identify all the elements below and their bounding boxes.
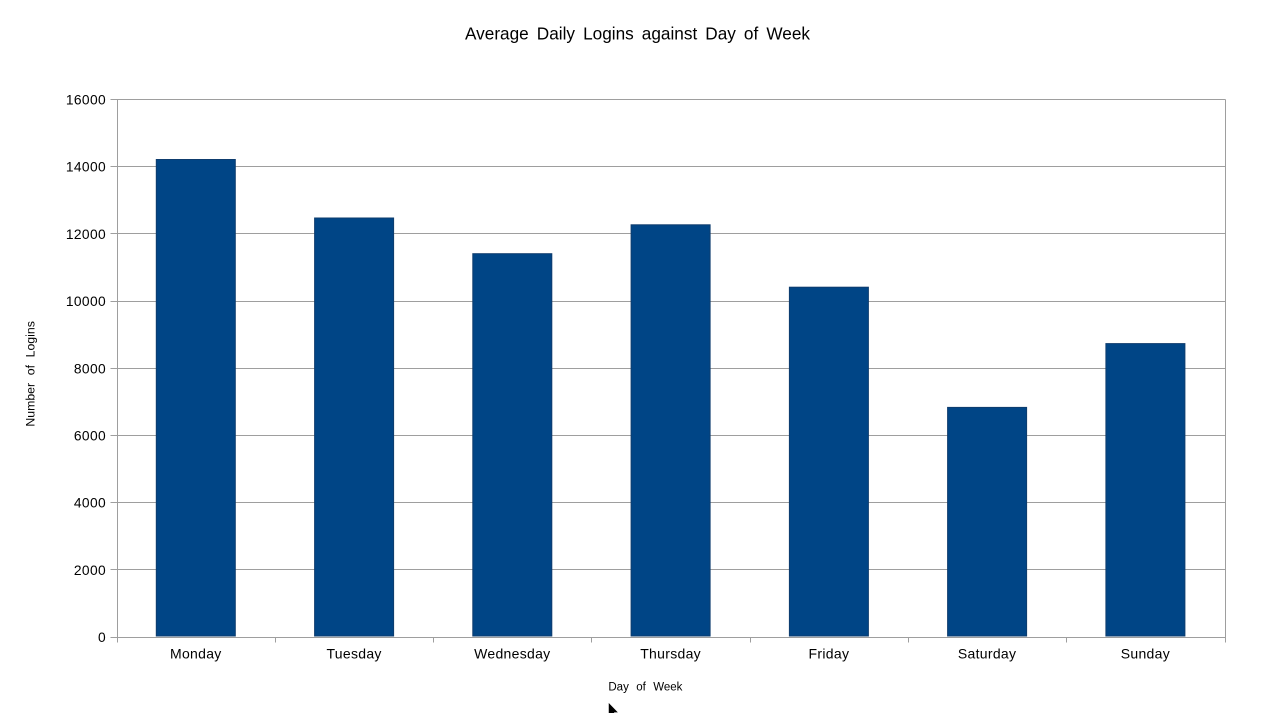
svg-text:Number of Logins: Number of Logins [23, 321, 37, 426]
svg-text:0: 0 [98, 630, 106, 645]
svg-text:Average Daily Logins against D: Average Daily Logins against Day of Week [465, 24, 810, 44]
svg-text:12000: 12000 [66, 227, 106, 242]
svg-text:10000: 10000 [66, 294, 106, 309]
svg-text:Friday: Friday [809, 645, 850, 661]
svg-text:4000: 4000 [74, 496, 106, 511]
svg-text:2000: 2000 [74, 563, 106, 578]
svg-text:16000: 16000 [66, 93, 106, 108]
svg-text:Sunday: Sunday [1121, 645, 1170, 661]
svg-text:Saturday: Saturday [958, 645, 1016, 661]
svg-text:8000: 8000 [74, 361, 106, 376]
svg-text:Wednesday: Wednesday [474, 645, 550, 661]
svg-text:Monday: Monday [170, 645, 222, 661]
svg-text:14000: 14000 [66, 160, 106, 175]
svg-text:Thursday: Thursday [640, 645, 701, 661]
svg-text:6000: 6000 [74, 428, 106, 443]
svg-text:Day of Week: Day of Week [608, 682, 682, 694]
svg-text:Tuesday: Tuesday [326, 645, 381, 661]
